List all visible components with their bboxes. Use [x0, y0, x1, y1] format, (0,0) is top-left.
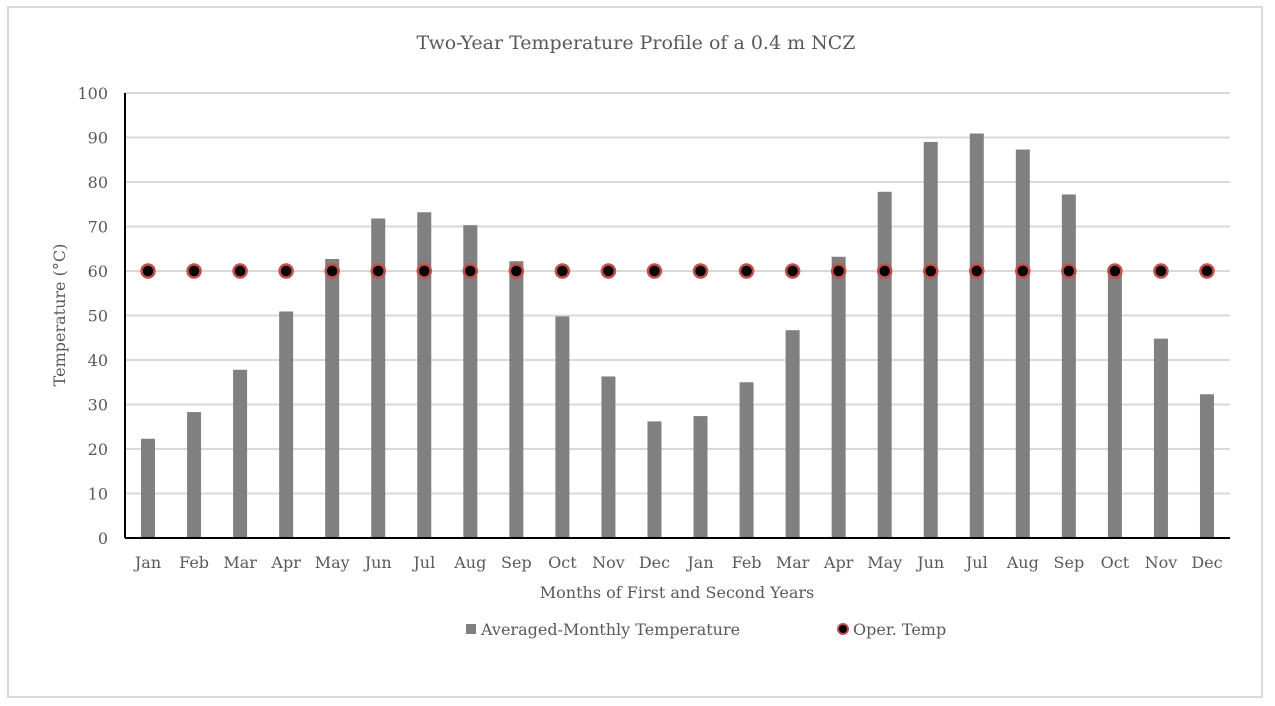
x-tick-label: Apr — [823, 553, 854, 572]
bar — [187, 412, 202, 538]
data-point — [278, 263, 294, 279]
bar — [463, 225, 478, 539]
y-tick-label: 20 — [88, 440, 108, 459]
y-tick-label: 30 — [88, 396, 108, 415]
bar-series — [141, 133, 1214, 539]
bar — [647, 421, 662, 538]
x-tick-label: Jul — [964, 553, 988, 572]
x-tick-label: Jul — [411, 553, 435, 572]
x-tick-label: Oct — [1101, 553, 1130, 572]
chart-frame — [7, 6, 1263, 698]
x-tick-label: Sep — [501, 553, 532, 572]
y-tick-labels: 0 10 20 30 40 50 60 70 80 90 100 — [77, 84, 108, 548]
data-point — [692, 263, 709, 279]
x-tick-label: Oct — [548, 553, 577, 572]
data-point — [969, 263, 985, 279]
data-point — [1153, 263, 1169, 279]
data-point — [600, 263, 617, 279]
x-tick-label: Dec — [1191, 553, 1222, 572]
bar — [371, 218, 386, 539]
data-point — [922, 263, 939, 279]
bar — [693, 416, 708, 538]
y-tick-label: 80 — [88, 173, 108, 192]
chart-title: Two-Year Temperature Profile of a 0.4 m … — [416, 32, 855, 54]
data-point — [232, 263, 248, 279]
y-tick-label: 40 — [88, 351, 108, 370]
y-tick-label: 0 — [98, 529, 108, 548]
x-axis-label: Months of First and Second Years — [540, 583, 814, 602]
data-point — [1061, 263, 1077, 279]
legend-bar-label: Averaged-Monthly Temperature — [480, 620, 740, 639]
data-point — [1107, 263, 1123, 279]
x-tick-label: Jun — [915, 553, 944, 572]
bar — [877, 191, 892, 539]
x-tick-label: Sep — [1054, 553, 1085, 572]
bar — [1061, 194, 1076, 538]
y-tick-label: 10 — [88, 485, 108, 504]
bar — [1107, 269, 1122, 538]
x-tick-label: Nov — [592, 553, 625, 572]
x-tick-label: Feb — [179, 553, 209, 572]
axes — [124, 93, 1230, 539]
data-point — [508, 263, 525, 279]
data-point — [876, 263, 893, 279]
y-axis-label: Temperature (°C) — [50, 244, 69, 387]
data-point — [462, 263, 479, 279]
data-point — [830, 263, 847, 279]
bar — [969, 133, 984, 538]
bar — [555, 316, 570, 538]
legend-bar-swatch — [466, 624, 476, 634]
legend-point-swatch — [837, 623, 849, 635]
x-tick-label: May — [867, 553, 902, 572]
bar — [417, 212, 432, 538]
y-tick-label: 100 — [77, 84, 108, 103]
data-point — [1199, 263, 1215, 279]
x-tick-label: Aug — [453, 553, 486, 572]
data-point — [186, 263, 202, 279]
data-point — [784, 263, 801, 279]
y-tick-label: 50 — [88, 307, 108, 326]
bar — [325, 258, 340, 538]
bar — [279, 311, 294, 538]
y-tick-label: 90 — [88, 129, 108, 148]
data-point — [738, 263, 755, 279]
legend: Averaged-Monthly Temperature Oper. Temp — [466, 620, 946, 639]
bar — [785, 330, 800, 538]
legend-point-label: Oper. Temp — [853, 620, 946, 639]
y-tick-label: 70 — [88, 218, 108, 237]
data-point — [140, 263, 156, 279]
bar — [739, 382, 754, 538]
x-tick-label: Jun — [363, 553, 392, 572]
x-tick-labels: Jan Feb Mar Apr May Jun Jul Aug Sep Oct Nov Dec Jan F… — [133, 553, 1223, 572]
data-point — [554, 263, 571, 279]
x-tick-label: Nov — [1145, 553, 1178, 572]
x-tick-label: Apr — [270, 553, 301, 572]
bar — [831, 256, 846, 538]
x-tick-label: Dec — [639, 553, 670, 572]
bar — [141, 438, 156, 538]
bar — [509, 261, 524, 538]
data-point — [324, 263, 340, 279]
gridlines — [125, 92, 1230, 495]
x-tick-label: Feb — [732, 553, 762, 572]
bar — [1199, 394, 1214, 538]
data-point — [1015, 263, 1031, 279]
x-tick-label: Jan — [685, 553, 713, 572]
y-tick-label: 60 — [88, 262, 108, 281]
x-tick-label: Jan — [133, 553, 161, 572]
bar — [601, 376, 616, 538]
x-tick-label: May — [315, 553, 350, 572]
data-point — [646, 263, 663, 279]
data-point — [416, 263, 433, 279]
bar — [1153, 338, 1168, 538]
x-tick-label: Aug — [1006, 553, 1039, 572]
x-tick-label: Mar — [223, 553, 257, 572]
x-tick-label: Mar — [776, 553, 810, 572]
bar — [923, 141, 938, 538]
data-point — [370, 263, 386, 279]
bar — [233, 369, 248, 538]
point-series — [140, 263, 1215, 279]
bar — [1015, 149, 1030, 538]
